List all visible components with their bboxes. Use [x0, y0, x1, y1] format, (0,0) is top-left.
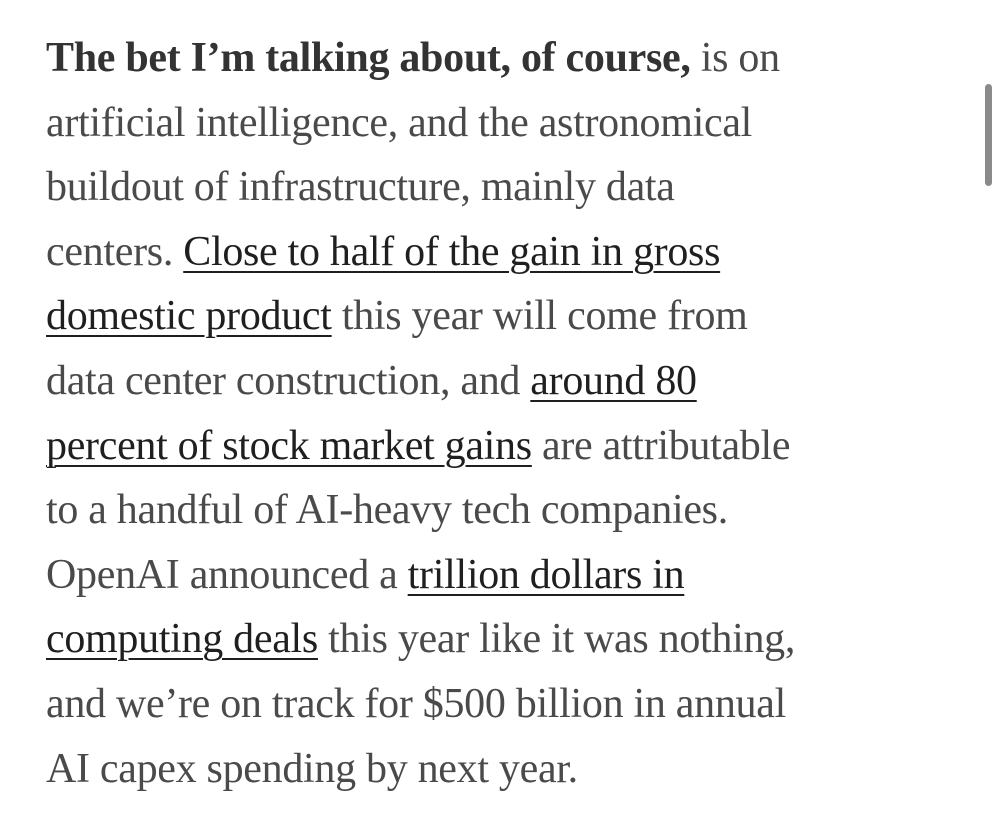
text-line: to a handful of AI-heavy tech companies. [46, 478, 966, 543]
body-text: this year will come from [331, 293, 748, 340]
text-line: computing deals this year like it was no… [46, 607, 966, 672]
body-text: and we’re on track for $500 billion in a… [46, 680, 786, 727]
body-text: buildout of infrastructure, mainly data [46, 164, 675, 211]
text-line: and we’re on track for $500 billion in a… [46, 672, 966, 737]
text-line: data center construction, and around 80 [46, 349, 966, 414]
text-line: AI capex spending by next year. [46, 737, 966, 802]
body-text: is on [690, 35, 780, 81]
body-text: centers. [46, 228, 184, 275]
text-line: centers. Close to half of the gain in gr… [46, 220, 966, 285]
body-text: this year like it was nothing, [317, 616, 796, 663]
text-line: The bet I’m talking about, of course, is… [46, 26, 966, 91]
inline-link[interactable]: around 80 [530, 357, 697, 404]
body-text: AI capex spending by next year. [46, 745, 578, 792]
body-text: data center construction, and [46, 357, 531, 404]
inline-link[interactable]: trillion dollars in [407, 551, 685, 598]
inline-link[interactable]: percent of stock market gains [46, 422, 532, 469]
body-text: are attributable [531, 422, 791, 469]
body-text: artificial intelligence, and the astrono… [46, 99, 753, 146]
text-line: buildout of infrastructure, mainly data [46, 155, 966, 220]
text-line: domestic product this year will come fro… [46, 284, 966, 349]
article-paragraph: The bet I’m talking about, of course, is… [46, 26, 966, 801]
scrollbar-thumb[interactable] [985, 84, 992, 186]
body-text: OpenAI announced a [46, 551, 408, 598]
text-line: OpenAI announced a trillion dollars in [46, 543, 966, 608]
bold-lead-text: The bet I’m talking about, of course, [46, 35, 691, 81]
body-text: to a handful of AI-heavy tech companies. [46, 487, 728, 534]
inline-link[interactable]: computing deals [46, 616, 318, 663]
inline-link[interactable]: Close to half of the gain in gross [183, 228, 721, 275]
text-line: percent of stock market gains are attrib… [46, 414, 966, 479]
inline-link[interactable]: domestic product [46, 293, 332, 340]
text-line: artificial intelligence, and the astrono… [46, 91, 966, 156]
